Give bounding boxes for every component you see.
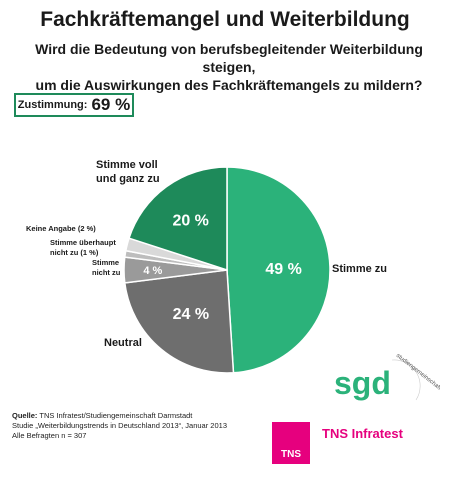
pie-slice-stimme-voll-und-ganz-zu xyxy=(128,166,228,272)
category-label-voll-line2: und ganz zu xyxy=(96,173,160,185)
category-label-ueberhaupt-line2: nicht zu (1 %) xyxy=(50,248,99,257)
survey-question: Wird die Bedeutung von berufsbegleitende… xyxy=(24,40,434,94)
category-label-keine-angabe: Keine Angabe (2 %) xyxy=(26,224,96,233)
slice-value-label: 4 % xyxy=(143,265,162,277)
sample-note: Alle Befragten n = 307 xyxy=(12,431,87,440)
tns-logo-text: TNS xyxy=(281,449,301,460)
category-label-nicht-zu-line2: nicht zu xyxy=(92,268,121,277)
category-label-ueberhaupt-line1: Stimme überhaupt xyxy=(50,238,116,247)
slice-value-label: 49 % xyxy=(265,261,301,278)
pie-slice-stimme-zu xyxy=(226,166,331,374)
agreement-value: 69 % xyxy=(91,95,131,114)
source-text: TNS Infratest/Studiengemeinschaft Darmst… xyxy=(39,411,193,420)
study-note: Studie „Weiterbildungstrends in Deutschl… xyxy=(12,421,227,430)
question-line-1: Wird die Bedeutung von berufsbegleitende… xyxy=(35,41,423,75)
sgd-wordmark: studiengemeinschaft darmstadt xyxy=(395,353,440,409)
category-label-neutral: Neutral xyxy=(104,337,142,349)
page-title: Fachkräftemangel und Weiterbildung xyxy=(40,8,410,31)
pie-slice-neutral xyxy=(123,269,235,374)
source-note: Quelle: TNS Infratest/Studiengemeinschaf… xyxy=(12,411,227,441)
sgd-mark: sgd xyxy=(334,365,391,401)
slice-value-label: 24 % xyxy=(173,306,209,323)
category-label-voll-line1: Stimme voll xyxy=(96,159,158,171)
slice-value-label: 20 % xyxy=(172,213,208,230)
tns-logo-box: TNS xyxy=(272,422,310,464)
category-label-stimme-zu: Stimme zu xyxy=(332,263,387,275)
source-label: Quelle: xyxy=(12,411,38,420)
sgd-logo: sgd studiengemeinschaft darmstadt xyxy=(334,353,440,409)
category-label-nicht-zu-line1: Stimme xyxy=(92,258,119,267)
question-line-2: um die Auswirkungen des Fachkräftemangel… xyxy=(35,77,423,93)
tns-infratest-name: TNS Infratest xyxy=(322,426,403,441)
agreement-box: Zustimmung: 69 % xyxy=(14,93,134,117)
agreement-label: Zustimmung: xyxy=(17,99,88,111)
